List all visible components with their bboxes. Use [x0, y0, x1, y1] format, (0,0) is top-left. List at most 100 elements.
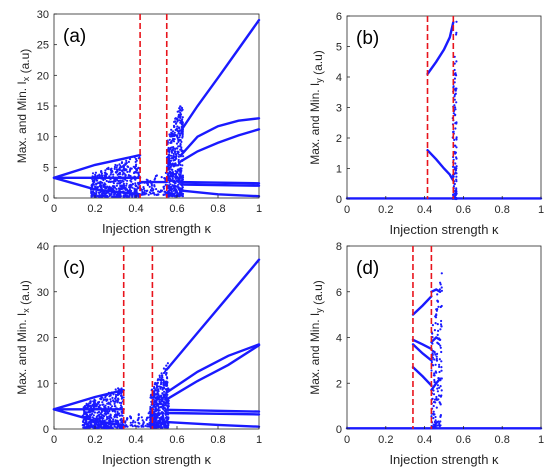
cloud-point [97, 405, 100, 408]
cloud-point [122, 180, 125, 183]
cloud-point [159, 402, 162, 405]
cloud-point [134, 178, 137, 181]
cloud-point [177, 155, 180, 158]
cloud-point [455, 146, 458, 149]
cloud-point [171, 177, 174, 180]
cloud-point [110, 424, 113, 427]
cloud-point [436, 323, 439, 326]
cloud-point [174, 173, 177, 177]
cloud-point [117, 387, 120, 390]
cloud-point [455, 165, 458, 168]
y-tick-label: 4 [336, 333, 342, 345]
cloud-point [122, 195, 125, 198]
cloud-point [106, 410, 109, 413]
y-tick-label: 0 [43, 193, 49, 205]
plot-area [346, 245, 542, 430]
y-tick-label: 5 [336, 42, 342, 54]
cloud-point [112, 191, 115, 194]
cloud-point [169, 193, 172, 196]
cloud-point [114, 397, 117, 400]
cloud-point [134, 182, 137, 185]
cloud-point [131, 192, 135, 195]
cloud-point [439, 283, 442, 286]
cloud-point [158, 421, 161, 424]
cloud-point [160, 418, 163, 421]
branch-curve-3 [411, 343, 433, 362]
cloud-point [158, 378, 161, 381]
cloud-point [172, 140, 176, 143]
cloud-point [162, 418, 165, 421]
cloud-point [439, 346, 442, 349]
series-group [52, 258, 261, 430]
cloud-point [435, 359, 439, 362]
x-tick-label: 0 [51, 203, 57, 215]
cloud-point [172, 165, 175, 168]
cloud-point [108, 419, 111, 422]
cloud-point [155, 425, 158, 428]
cloud-point [147, 412, 150, 415]
cloud-point [152, 417, 155, 420]
cloud-point [109, 180, 112, 184]
y-axis-label: Max. and Min. Ix (a.u) [15, 49, 32, 164]
cloud-point [109, 413, 112, 416]
cloud-point [125, 159, 128, 162]
x-tick-label: 0.4 [128, 434, 143, 446]
cloud-point [452, 185, 455, 188]
cloud-point [176, 152, 179, 155]
cloud-point [176, 185, 179, 188]
cloud-point [166, 425, 169, 428]
cloud-point [165, 384, 168, 387]
cloud-point [177, 183, 180, 186]
cloud-point [174, 117, 177, 120]
cloud-point [436, 299, 439, 302]
cloud-point [155, 188, 158, 191]
cloud-point [124, 186, 127, 189]
cloud-point [162, 423, 165, 426]
cloud-point [93, 405, 96, 408]
cloud-point [137, 421, 140, 424]
cloud-point [134, 165, 137, 168]
cloud-point [118, 391, 122, 394]
cloud-point [109, 173, 112, 176]
cloud-point [161, 376, 164, 379]
cloud-point [439, 420, 442, 423]
cloud-point [101, 422, 104, 425]
cloud-point [166, 173, 169, 176]
cloud-point [161, 396, 165, 399]
cloud-point [455, 20, 458, 23]
cloud-point [173, 131, 176, 134]
cloud-point [432, 350, 435, 353]
cloud-point [433, 413, 436, 416]
cloud-point [133, 194, 137, 197]
cloud-point [120, 387, 123, 390]
branch-curve-11 [179, 189, 261, 198]
cloud-point [93, 178, 96, 181]
branch-curve-0 [52, 153, 142, 179]
cloud-point [140, 425, 143, 428]
cloud-point [103, 393, 106, 397]
cloud-point [112, 420, 115, 423]
cloud-point [115, 166, 118, 169]
cloud-point [438, 422, 441, 425]
cloud-point [99, 190, 102, 193]
branch-curve-6 [165, 258, 261, 371]
cloud-point [170, 154, 173, 157]
cloud-point [108, 175, 111, 178]
cloud-point [108, 408, 111, 411]
cloud-point [453, 95, 456, 98]
cloud-point [101, 414, 104, 417]
cloud-point [436, 384, 439, 387]
cloud-point [433, 378, 436, 382]
cloud-point [437, 420, 440, 423]
cloud-point [91, 410, 95, 413]
cloud-point [97, 407, 100, 410]
cloud-point [156, 421, 159, 425]
cloud-point [174, 176, 177, 179]
cloud-point [96, 174, 99, 177]
cloud-point [164, 407, 167, 410]
cloud-point [180, 148, 183, 151]
y-tick-label: 10 [37, 378, 49, 390]
cloud-point [455, 188, 458, 192]
cloud-point [438, 358, 441, 361]
cloud-point [133, 175, 136, 178]
